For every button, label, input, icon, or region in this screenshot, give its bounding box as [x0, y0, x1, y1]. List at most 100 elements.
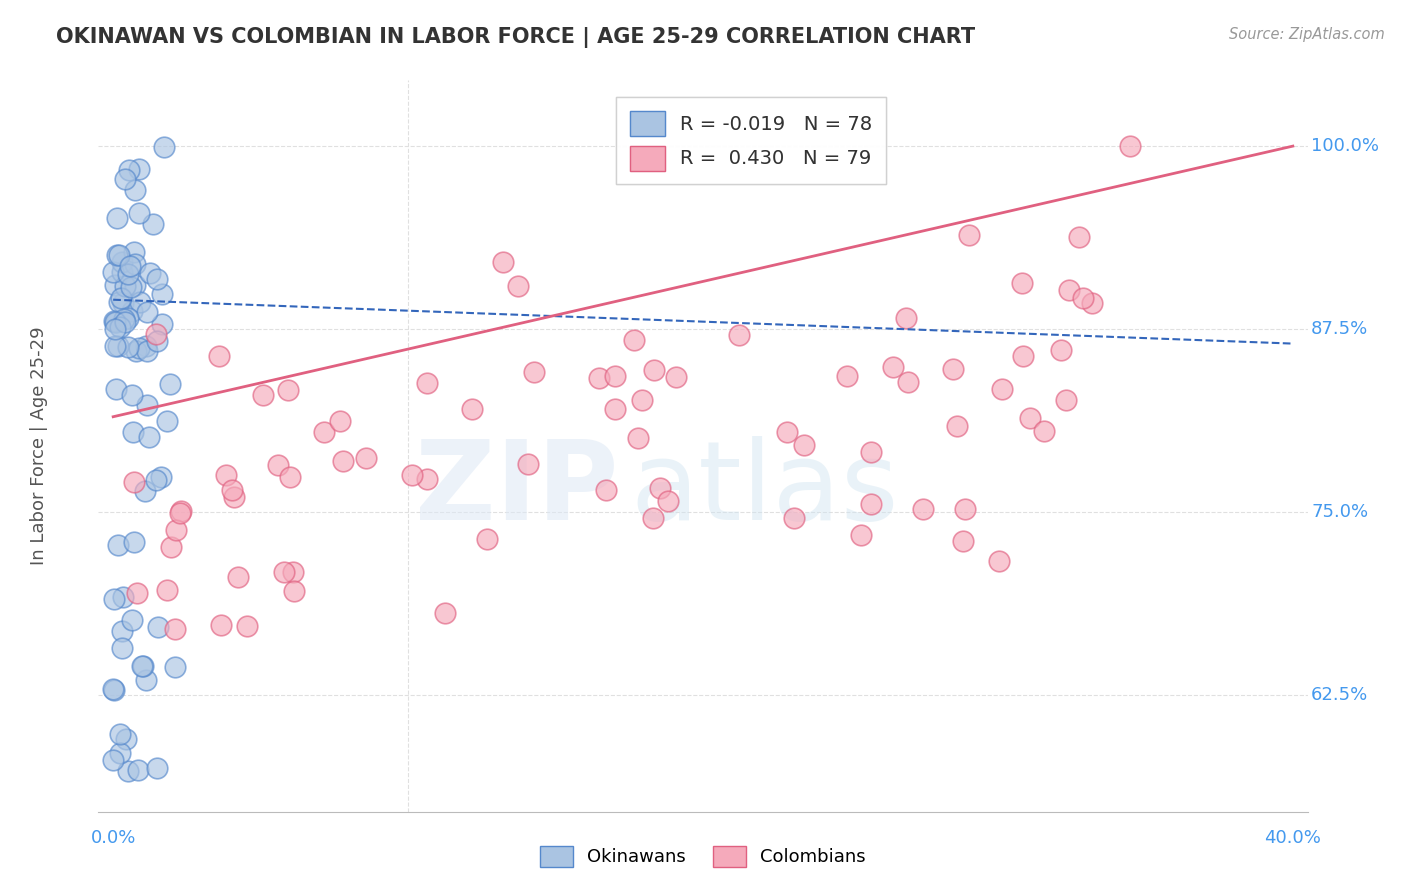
Text: 87.5%: 87.5% [1312, 320, 1368, 338]
Text: OKINAWAN VS COLOMBIAN IN LABOR FORCE | AGE 25-29 CORRELATION CHART: OKINAWAN VS COLOMBIAN IN LABOR FORCE | A… [56, 27, 976, 48]
Point [1033, 425, 1056, 439]
Point [111, 296, 134, 310]
Point [416, 376, 439, 391]
Point [278, 470, 301, 484]
Point [104, 277, 127, 292]
Point [988, 554, 1011, 568]
Point [882, 360, 904, 375]
Point [859, 497, 882, 511]
Point [112, 312, 135, 326]
Point [149, 470, 172, 484]
Point [114, 315, 136, 329]
Point [148, 620, 170, 634]
Point [104, 339, 127, 353]
Point [631, 392, 654, 407]
Point [117, 267, 139, 281]
Point [461, 402, 484, 417]
Point [127, 763, 149, 777]
Point [103, 682, 125, 697]
Point [128, 206, 150, 220]
Point [111, 590, 134, 604]
Point [475, 532, 498, 546]
Point [283, 584, 305, 599]
Point [605, 368, 627, 383]
Point [108, 295, 131, 310]
Point [103, 753, 125, 767]
Point [1012, 349, 1035, 363]
Text: ZIP: ZIP [415, 436, 619, 543]
Point [145, 473, 167, 487]
Point [121, 425, 143, 440]
Point [433, 607, 456, 621]
Point [492, 255, 515, 269]
Point [120, 279, 142, 293]
Point [851, 527, 873, 541]
Point [329, 414, 352, 428]
Legend: R = -0.019   N = 78, R =  0.430   N = 79: R = -0.019 N = 78, R = 0.430 N = 79 [616, 97, 886, 185]
Text: In Labor Force | Age 25-29: In Labor Force | Age 25-29 [31, 326, 48, 566]
Point [728, 328, 751, 343]
Point [114, 171, 136, 186]
Point [150, 317, 173, 331]
Point [416, 472, 439, 486]
Point [783, 511, 806, 525]
Point [1057, 283, 1080, 297]
Point [124, 183, 146, 197]
Point [897, 376, 920, 390]
Point [508, 279, 530, 293]
Point [125, 586, 148, 600]
Point [595, 483, 617, 498]
Point [627, 431, 650, 445]
Point [236, 618, 259, 632]
Text: 75.0%: 75.0% [1312, 503, 1368, 521]
Point [150, 287, 173, 301]
Point [837, 368, 859, 383]
Point [135, 339, 157, 353]
Point [160, 540, 183, 554]
Point [103, 681, 125, 696]
Point [124, 277, 146, 292]
Point [1054, 393, 1077, 408]
Point [128, 341, 150, 355]
Point [122, 244, 145, 259]
Point [665, 369, 688, 384]
Point [165, 523, 187, 537]
Point [111, 624, 134, 638]
Point [111, 640, 134, 655]
Point [859, 445, 882, 459]
Point [107, 538, 129, 552]
Point [135, 305, 157, 319]
Point [1011, 276, 1033, 290]
Point [648, 481, 671, 495]
Point [516, 458, 538, 472]
Point [1019, 410, 1042, 425]
Point [957, 228, 980, 243]
Point [912, 502, 935, 516]
Point [138, 430, 160, 444]
Point [1081, 296, 1104, 310]
Text: atlas: atlas [630, 436, 898, 543]
Point [588, 371, 610, 385]
Point [643, 363, 665, 377]
Point [332, 454, 354, 468]
Point [1071, 291, 1094, 305]
Point [273, 566, 295, 580]
Point [114, 278, 136, 293]
Point [215, 467, 238, 482]
Point [103, 314, 125, 328]
Point [105, 382, 128, 396]
Text: 62.5%: 62.5% [1312, 686, 1368, 704]
Point [145, 334, 167, 348]
Point [156, 582, 179, 597]
Point [169, 506, 191, 520]
Point [159, 376, 181, 391]
Point [776, 425, 799, 440]
Point [523, 365, 546, 379]
Point [117, 340, 139, 354]
Point [146, 761, 169, 775]
Point [132, 659, 155, 673]
Point [894, 311, 917, 326]
Point [111, 255, 134, 269]
Point [122, 535, 145, 549]
Point [208, 349, 231, 363]
